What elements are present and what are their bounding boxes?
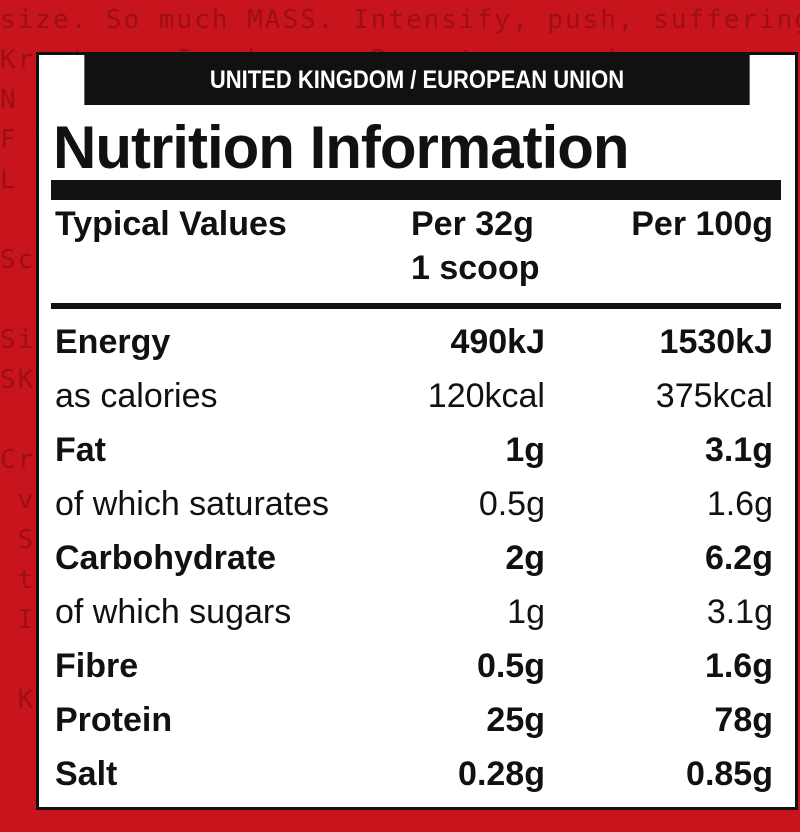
value-per-serving: 120kcal [427, 377, 545, 415]
nutrient-name: of which saturates [55, 485, 330, 523]
header-per-serving: Per 32g 1 scoop [411, 202, 539, 290]
table-row: Fibre 0.5g 1.6g [39, 639, 795, 693]
label-title: Nutrition Information [53, 114, 630, 181]
region-banner: UNITED KINGDOM / EUROPEAN UNION [84, 55, 750, 105]
nutrition-label: UNITED KINGDOM / EUROPEAN UNION Nutritio… [36, 52, 798, 810]
nutrition-rows: Energy 490kJ 1530kJ as calories 120kcal … [39, 315, 795, 801]
nutrient-name: Protein [55, 701, 173, 739]
value-per-serving: 0.5g [476, 647, 545, 685]
table-row: of which sugars 1g 3.1g [39, 585, 795, 639]
value-per-100g: 6.2g [704, 539, 773, 577]
value-per-serving: 1g [507, 593, 545, 631]
nutrient-name: of which sugars [55, 593, 292, 631]
nutrient-name: Salt [55, 755, 118, 793]
table-row: Protein 25g 78g [39, 693, 795, 747]
table-row: Energy 490kJ 1530kJ [39, 315, 795, 369]
value-per-serving: 1g [505, 431, 545, 469]
value-per-100g: 78g [714, 701, 773, 739]
table-row: of which saturates 0.5g 1.6g [39, 477, 795, 531]
value-per-serving: 0.28g [458, 755, 545, 793]
value-per-serving: 2g [505, 539, 545, 577]
value-per-100g: 1.6g [706, 485, 773, 523]
value-per-serving: 0.5g [478, 485, 545, 523]
header-per-100g: Per 100g [631, 205, 773, 243]
thin-divider [51, 303, 781, 309]
table-row: Fat 1g 3.1g [39, 423, 795, 477]
value-per-100g: 1530kJ [659, 323, 773, 361]
header-per-serving-line1: Per 32g [411, 205, 534, 243]
nutrient-name: Energy [55, 323, 171, 361]
value-per-100g: 0.85g [686, 755, 773, 793]
table-row: Salt 0.28g 0.85g [39, 747, 795, 801]
value-per-serving: 25g [486, 701, 545, 739]
header-per-serving-line2: 1 scoop [411, 249, 540, 287]
nutrient-name: Fat [55, 431, 106, 469]
value-per-serving: 490kJ [450, 323, 545, 361]
header-typical-values: Typical Values [55, 205, 287, 243]
value-per-100g: 1.6g [704, 647, 773, 685]
value-per-100g: 3.1g [706, 593, 773, 631]
nutrient-name: as calories [55, 377, 218, 415]
value-per-100g: 3.1g [704, 431, 773, 469]
value-per-100g: 375kcal [655, 377, 773, 415]
table-row: as calories 120kcal 375kcal [39, 369, 795, 423]
nutrient-name: Carbohydrate [55, 539, 277, 577]
table-row: Carbohydrate 2g 6.2g [39, 531, 795, 585]
thick-divider [51, 180, 781, 200]
nutrient-name: Fibre [55, 647, 139, 685]
